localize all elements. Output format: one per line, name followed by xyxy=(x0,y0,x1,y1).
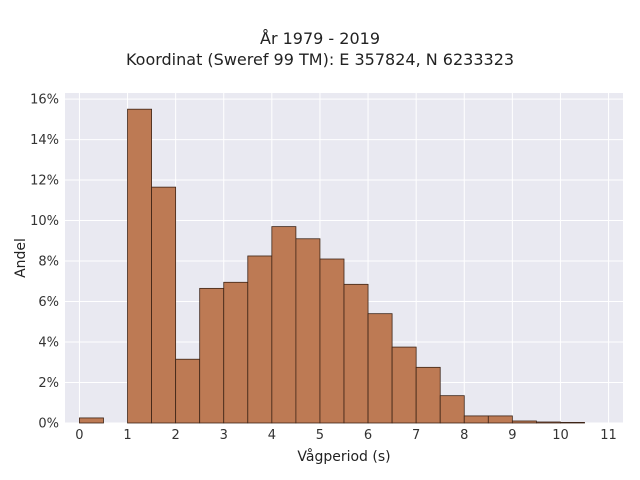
x-tick-label: 4 xyxy=(268,428,276,443)
histogram-bar xyxy=(295,238,321,424)
chart-title-line1: År 1979 - 2019 xyxy=(260,29,380,48)
x-tick-label: 3 xyxy=(220,428,228,443)
x-tick-label: 0 xyxy=(75,428,83,443)
histogram-bar xyxy=(367,313,393,424)
x-tick-label: 10 xyxy=(552,428,569,443)
x-tick-label: 1 xyxy=(123,428,131,443)
histogram-bar xyxy=(415,366,441,424)
x-tick-label: 11 xyxy=(600,428,617,443)
histogram-bar xyxy=(271,226,297,424)
bars xyxy=(79,108,585,424)
x-axis-label: Vågperiod (s) xyxy=(297,448,390,465)
histogram-bar xyxy=(391,346,417,424)
histogram-bar xyxy=(487,415,513,424)
histogram-bar xyxy=(560,421,585,424)
y-tick-label: 4% xyxy=(38,336,59,351)
y-tick-label: 0% xyxy=(38,417,59,432)
histogram-bar xyxy=(199,287,225,424)
y-tick-label: 16% xyxy=(30,93,59,108)
x-tick-label: 2 xyxy=(171,428,179,443)
histogram-bar xyxy=(175,358,201,424)
x-tick-label: 5 xyxy=(316,428,324,443)
x-tick-label: 6 xyxy=(364,428,372,443)
histogram-bar xyxy=(151,186,177,424)
x-axis-ticks: 0 1 2 3 4 5 6 7 8 9 10 11 xyxy=(75,428,617,443)
histogram-bar xyxy=(439,395,465,424)
histogram-bar xyxy=(127,108,152,424)
x-tick-label: 9 xyxy=(508,428,516,443)
y-tick-label: 6% xyxy=(38,295,59,310)
y-tick-label: 2% xyxy=(38,376,59,391)
histogram-bar xyxy=(247,255,273,424)
chart-title-line2: Koordinat (Sweref 99 TM): E 357824, N 62… xyxy=(125,50,515,69)
y-axis-ticks: 0% 2% 4% 6% 8% 10% 12% 14% 16% xyxy=(30,93,59,432)
histogram-bar xyxy=(463,415,489,424)
y-tick-label: 8% xyxy=(38,255,59,270)
y-tick-label: 10% xyxy=(30,214,59,229)
y-tick-label: 14% xyxy=(30,133,59,148)
histogram-bar xyxy=(343,283,369,424)
histogram-bar xyxy=(223,281,249,424)
y-axis-label: Andel xyxy=(13,238,29,278)
x-tick-label: 8 xyxy=(460,428,468,443)
histogram-bar xyxy=(536,421,561,424)
histogram-bar xyxy=(79,417,104,424)
x-tick-label: 7 xyxy=(412,428,420,443)
histogram-bar xyxy=(511,420,537,424)
histogram-bar xyxy=(319,258,345,424)
y-tick-label: 12% xyxy=(30,174,59,189)
